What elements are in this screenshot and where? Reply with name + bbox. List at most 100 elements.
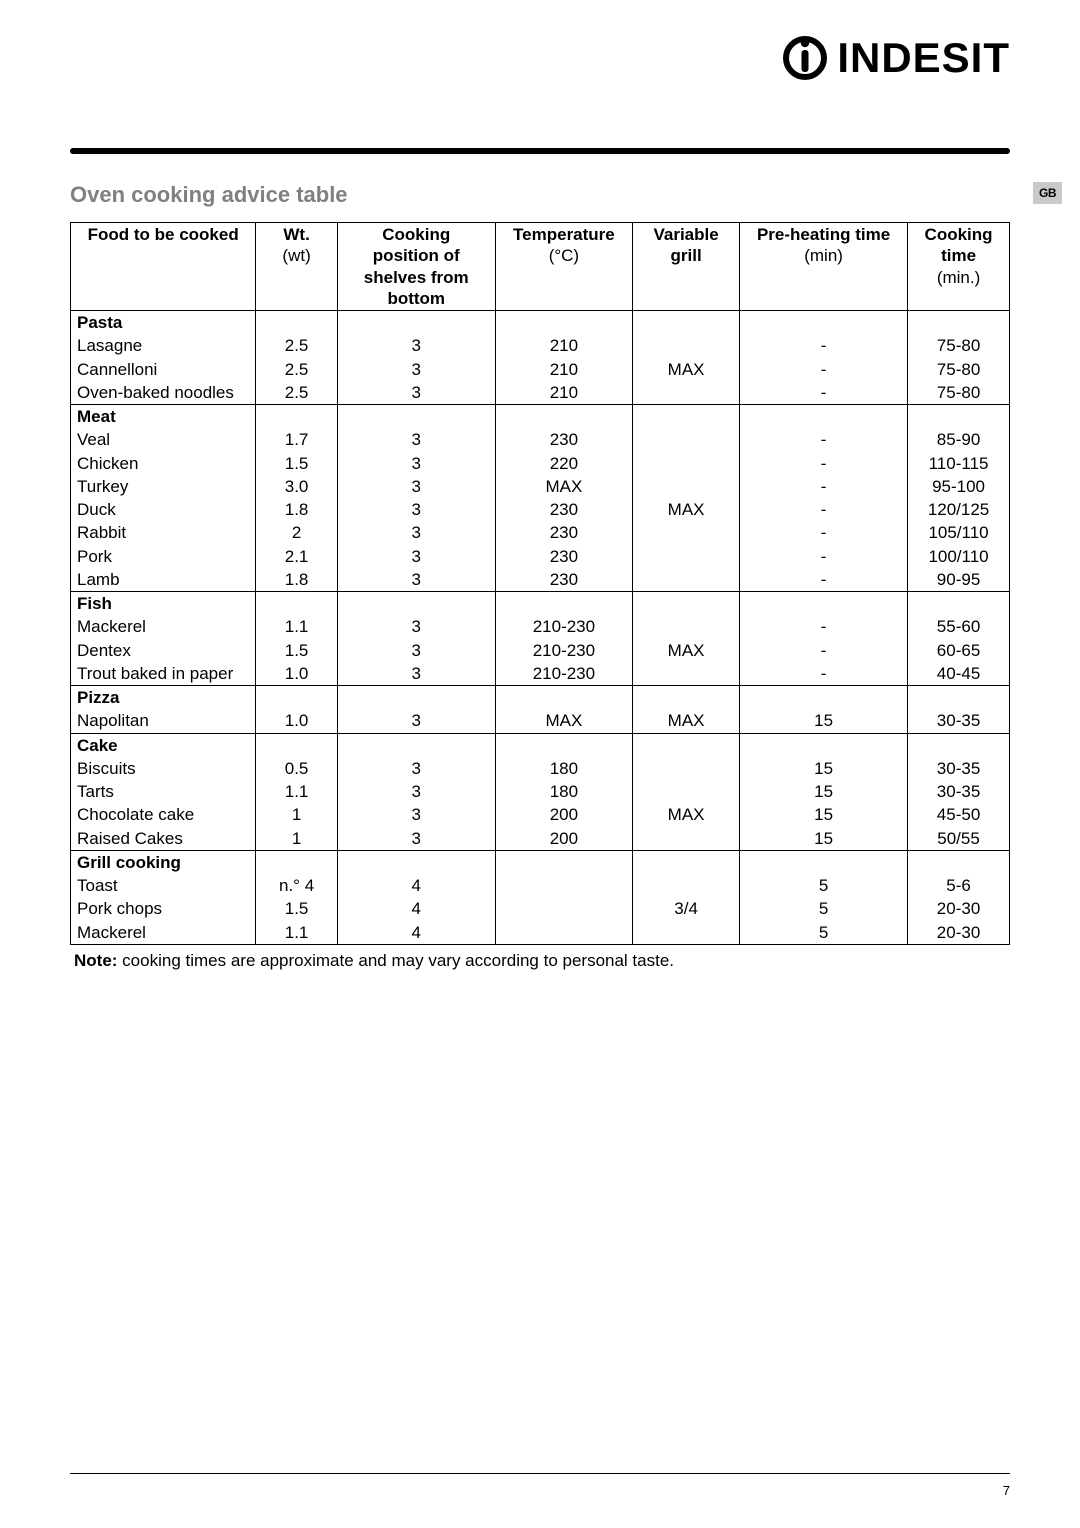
empty-cell [740, 311, 908, 335]
table-cell: Pork chops [71, 897, 256, 920]
table-cell: 3 [337, 662, 495, 686]
table-cell: 220 [495, 452, 632, 475]
table-cell: - [740, 521, 908, 544]
table-cell: 40-45 [908, 662, 1010, 686]
table-cell: 1.5 [256, 897, 337, 920]
table-cell: 50/55 [908, 827, 1010, 851]
table-cell: MAX [495, 709, 632, 733]
table-cell: 3 [337, 827, 495, 851]
table-cell: Duck [71, 498, 256, 521]
table-cell: Oven-baked noodles [71, 381, 256, 405]
table-cell: 5 [740, 921, 908, 945]
empty-cell [633, 686, 740, 710]
table-row: Trout baked in paper1.03210-230-40-45 [71, 662, 1010, 686]
table-cell: 4 [337, 874, 495, 897]
note-label: Note: [74, 951, 117, 970]
table-row: Turkey3.03MAX-95-100 [71, 475, 1010, 498]
table-cell: 3 [337, 545, 495, 568]
empty-cell [740, 686, 908, 710]
empty-cell [740, 405, 908, 429]
empty-cell [908, 850, 1010, 874]
table-cell: Chocolate cake [71, 803, 256, 826]
table-cell: 230 [495, 498, 632, 521]
col-header: Wt.(wt) [256, 223, 337, 311]
table-cell: 230 [495, 428, 632, 451]
empty-cell [256, 850, 337, 874]
table-cell: 20-30 [908, 921, 1010, 945]
table-cell: n.° 4 [256, 874, 337, 897]
empty-cell [495, 686, 632, 710]
table-cell [495, 897, 632, 920]
table-cell: Raised Cakes [71, 827, 256, 851]
table-cell: 3 [337, 428, 495, 451]
table-header-row: Food to be cookedWt.(wt)Cookingposition … [71, 223, 1010, 311]
section-header-row: Meat [71, 405, 1010, 429]
note-text: Note: cooking times are approximate and … [70, 951, 1010, 971]
empty-cell [633, 850, 740, 874]
table-cell: 200 [495, 827, 632, 851]
table-row: Pork chops1.543/4520-30 [71, 897, 1010, 920]
table-cell: 3/4 [633, 897, 740, 920]
brand-name: INDESIT [837, 34, 1010, 82]
language-tab: GB [1033, 182, 1062, 204]
table-cell: 3 [337, 615, 495, 638]
empty-cell [633, 733, 740, 757]
table-cell: - [740, 381, 908, 405]
table-cell: 3 [337, 568, 495, 592]
col-header: Food to be cooked [71, 223, 256, 311]
table-cell: 45-50 [908, 803, 1010, 826]
table-cell: 230 [495, 545, 632, 568]
table-cell [633, 780, 740, 803]
table-cell: 1.5 [256, 639, 337, 662]
table-cell: Mackerel [71, 921, 256, 945]
table-cell: 3 [337, 709, 495, 733]
empty-cell [337, 592, 495, 616]
table-row: Raised Cakes132001550/55 [71, 827, 1010, 851]
table-cell: Dentex [71, 639, 256, 662]
empty-cell [256, 733, 337, 757]
table-cell: Toast [71, 874, 256, 897]
empty-cell [495, 850, 632, 874]
col-header: Cookingposition ofshelves frombottom [337, 223, 495, 311]
table-cell: - [740, 358, 908, 381]
table-cell: 1.8 [256, 498, 337, 521]
table-cell: 5 [740, 874, 908, 897]
table-cell: 75-80 [908, 381, 1010, 405]
table-cell: 210-230 [495, 662, 632, 686]
table-cell: - [740, 568, 908, 592]
table-row: Napolitan1.03MAXMAX1530-35 [71, 709, 1010, 733]
table-cell: Napolitan [71, 709, 256, 733]
table-cell: 2.5 [256, 381, 337, 405]
table-cell: 85-90 [908, 428, 1010, 451]
table-cell: 1.8 [256, 568, 337, 592]
col-header: Variablegrill [633, 223, 740, 311]
empty-cell [337, 850, 495, 874]
table-cell: 30-35 [908, 780, 1010, 803]
table-cell: 60-65 [908, 639, 1010, 662]
table-row: Dentex1.53210-230MAX-60-65 [71, 639, 1010, 662]
table-cell: Cannelloni [71, 358, 256, 381]
table-cell [495, 874, 632, 897]
empty-cell [908, 686, 1010, 710]
table-cell: 15 [740, 827, 908, 851]
table-cell: Turkey [71, 475, 256, 498]
table-cell [633, 381, 740, 405]
table-cell: - [740, 428, 908, 451]
empty-cell [256, 311, 337, 335]
table-cell: 3 [337, 452, 495, 475]
table-cell: 95-100 [908, 475, 1010, 498]
table-row: Veal1.73230-85-90 [71, 428, 1010, 451]
table-cell: MAX [633, 639, 740, 662]
table-cell [633, 428, 740, 451]
page-number: 7 [1003, 1483, 1010, 1498]
table-row: Oven-baked noodles2.53210-75-80 [71, 381, 1010, 405]
table-cell: 3 [337, 381, 495, 405]
table-cell: 105/110 [908, 521, 1010, 544]
table-cell: - [740, 662, 908, 686]
empty-cell [495, 311, 632, 335]
table-cell: 1.5 [256, 452, 337, 475]
table-cell: 3 [337, 639, 495, 662]
empty-cell [337, 311, 495, 335]
table-cell: 100/110 [908, 545, 1010, 568]
empty-cell [495, 733, 632, 757]
